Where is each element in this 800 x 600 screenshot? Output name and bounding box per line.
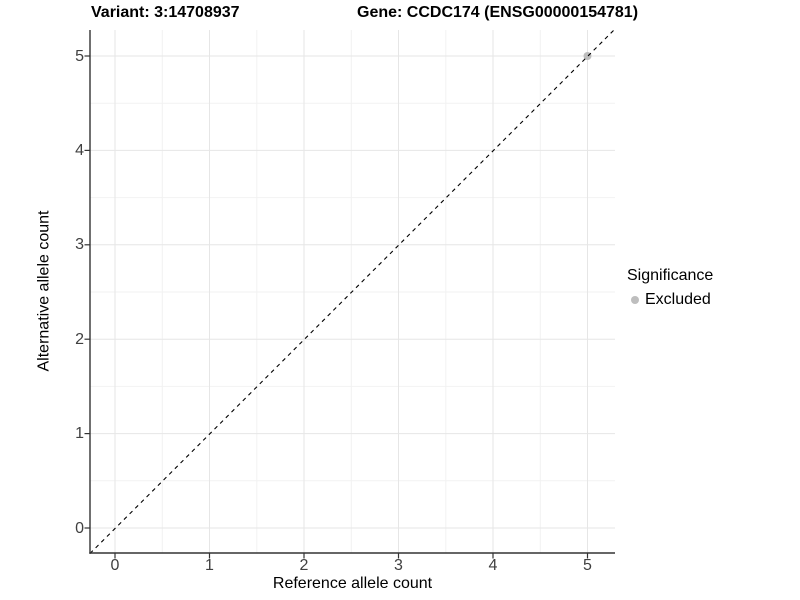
x-axis-title: Reference allele count bbox=[272, 575, 433, 592]
legend: Significance Excluded bbox=[627, 266, 713, 309]
y-tick-label-3: 3 bbox=[75, 236, 84, 254]
identity-reference-line bbox=[89, 29, 615, 554]
y-tick-label-4: 4 bbox=[75, 142, 84, 159]
legend-title: Significance bbox=[627, 267, 714, 284]
x-tick-label-2: 2 bbox=[299, 557, 309, 574]
x-tick-label-4: 4 bbox=[488, 557, 498, 574]
legend-item-excluded: Excluded bbox=[627, 290, 713, 309]
y-tick-label-0: 0 bbox=[75, 519, 84, 537]
x-tick-label-0: 0 bbox=[110, 557, 120, 574]
axis-lines bbox=[89, 30, 615, 554]
y-axis-title: Alternative allele count bbox=[35, 210, 53, 372]
plot-title-gene: Gene: CCDC174 (ENSG00000154781) bbox=[357, 4, 639, 21]
x-tick-label-3: 3 bbox=[394, 557, 403, 574]
x-tick-label-5: 5 bbox=[583, 557, 592, 574]
y-tick-label-1: 1 bbox=[75, 425, 84, 443]
gridlines-minor bbox=[90, 30, 615, 553]
gridlines-major bbox=[90, 30, 615, 553]
y-tick-label-5: 5 bbox=[75, 47, 84, 65]
x-tick-label-1: 1 bbox=[205, 557, 214, 574]
axis-tick-marks bbox=[84, 55, 589, 559]
plot-title-variant: Variant: 3:14708937 bbox=[91, 4, 240, 21]
y-tick-label-2: 2 bbox=[75, 330, 84, 348]
legend-point-icon bbox=[631, 295, 639, 304]
legend-item-label: Excluded bbox=[645, 291, 711, 308]
